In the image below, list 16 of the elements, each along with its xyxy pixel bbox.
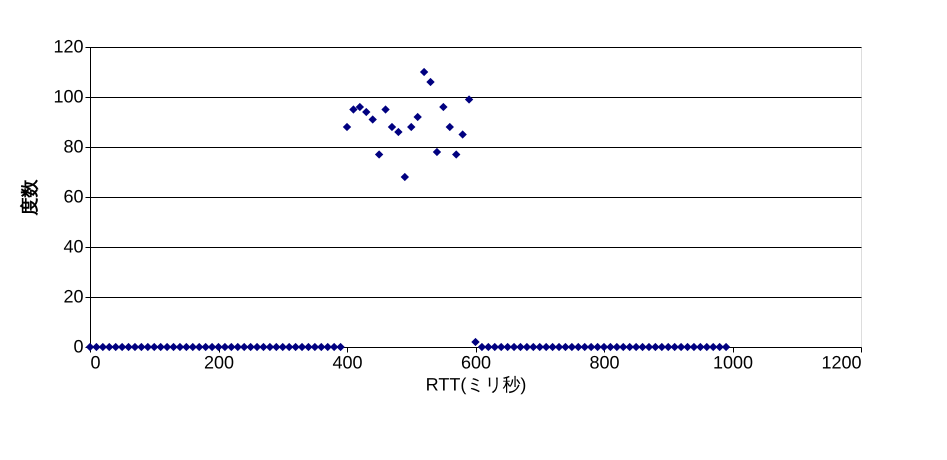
y-tick-label: 100 — [53, 86, 84, 106]
y-tick-label: 0 — [73, 336, 84, 356]
x-tick-label: 800 — [589, 352, 620, 372]
x-tick-label: 400 — [332, 352, 363, 372]
x-tick-label: 0 — [90, 352, 101, 372]
x-tick-label: 1000 — [712, 352, 754, 372]
x-tick-label: 600 — [460, 352, 492, 372]
y-tick-label: 80 — [63, 136, 84, 156]
y-tick-label: 40 — [63, 236, 84, 256]
y-tick-label: 20 — [63, 286, 84, 306]
x-axis-title: RTT(ミリ秒) — [426, 374, 526, 394]
x-tick-label: 1200 — [821, 352, 862, 372]
x-tick-label: 200 — [204, 352, 234, 372]
y-tick-label: 60 — [63, 186, 84, 206]
y-axis-title: 度数 — [19, 178, 40, 216]
y-tick-label: 120 — [53, 36, 84, 56]
